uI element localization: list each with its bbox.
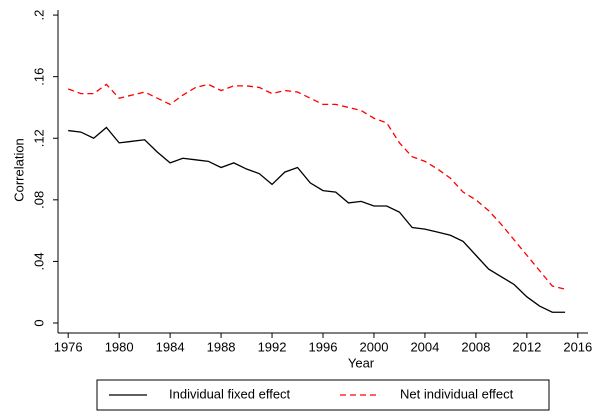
y-tick-label: .2	[31, 10, 46, 21]
legend-box	[96, 379, 550, 411]
series-line	[67, 83, 566, 290]
x-axis-label: Year	[348, 355, 375, 370]
series-line	[68, 126, 566, 313]
x-tick-label: 1992	[258, 339, 287, 354]
x-tick-label: 1984	[156, 339, 185, 354]
y-axis-label: Correlation	[11, 138, 26, 202]
y-tick-label: 0	[31, 319, 46, 326]
x-tick-label: 1988	[207, 339, 236, 354]
legend-label: Net individual effect	[400, 386, 514, 401]
y-tick-label: .08	[31, 191, 46, 209]
x-tick-label: 2008	[461, 339, 490, 354]
x-tick-label: 2000	[360, 339, 389, 354]
legend-label: Individual fixed effect	[169, 386, 291, 401]
x-tick-label: 1980	[105, 339, 134, 354]
y-tick-label: .16	[31, 68, 46, 86]
y-tick-label: .12	[31, 129, 46, 147]
x-tick-label: 2012	[512, 339, 541, 354]
x-tick-label: 1976	[54, 339, 83, 354]
x-tick-label: 2016	[563, 339, 592, 354]
x-tick-label: 2004	[410, 339, 439, 354]
x-tick-label: 1996	[309, 339, 338, 354]
y-tick-label: .04	[31, 252, 46, 270]
